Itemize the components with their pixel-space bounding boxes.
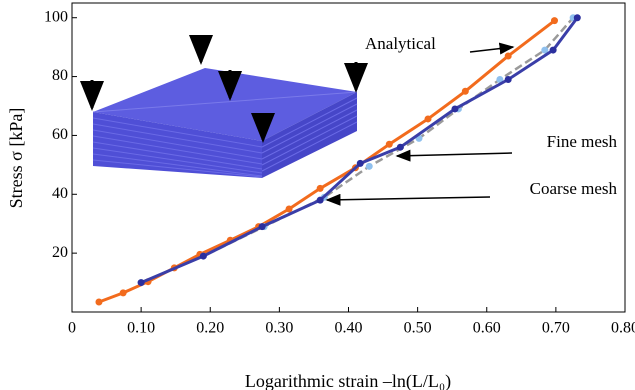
data-point [259,223,266,230]
block-illustration [92,36,357,178]
x-tick-label: 0.60 [473,320,501,337]
series-label: Fine mesh [547,132,618,151]
x-tick-label: 0 [68,320,76,337]
data-point [120,289,127,296]
page: Logarithmic strain –ln(L/L₀) Stress σ [k… [0,0,635,390]
label-arrow [327,197,490,200]
data-point [138,279,145,286]
data-point [505,76,512,83]
series-label: Analytical [365,34,436,53]
y-tick-label: 20 [52,244,68,261]
series-label: Coarse mesh [530,179,618,198]
y-tick-label: 100 [44,8,68,25]
data-point [317,185,324,192]
x-tick-label: 0.70 [542,320,570,337]
data-point [424,115,431,122]
chart: Logarithmic strain –ln(L/L₀) Stress σ [k… [0,0,635,390]
x-tick-label: 0.30 [265,320,293,337]
x-tick-label: 0.20 [196,320,224,337]
data-point [286,206,293,213]
x-axis-label: Logarithmic strain –ln(L/L₀) [245,371,451,390]
y-tick-label: 40 [52,185,68,202]
x-tick-label: 0.40 [335,320,363,337]
data-point [357,160,364,167]
data-point [386,141,393,148]
y-tick-label: 60 [52,126,68,143]
x-tick-label: 0.80 [611,320,635,337]
data-point [200,253,207,260]
data-point [574,14,581,21]
data-point [505,52,512,59]
data-point [95,298,102,305]
data-point [451,105,458,112]
data-point [317,197,324,204]
x-tick-label: 0.50 [404,320,432,337]
y-axis-label: Stress σ [kPa] [6,108,26,209]
label-arrow [470,47,513,52]
data-point [551,17,558,24]
data-point [550,47,557,54]
data-point [462,88,469,95]
y-tick-label: 80 [52,67,68,84]
data-point [397,144,404,151]
label-arrow [397,153,512,156]
data-point [366,163,373,170]
x-tick-label: 0.10 [127,320,155,337]
